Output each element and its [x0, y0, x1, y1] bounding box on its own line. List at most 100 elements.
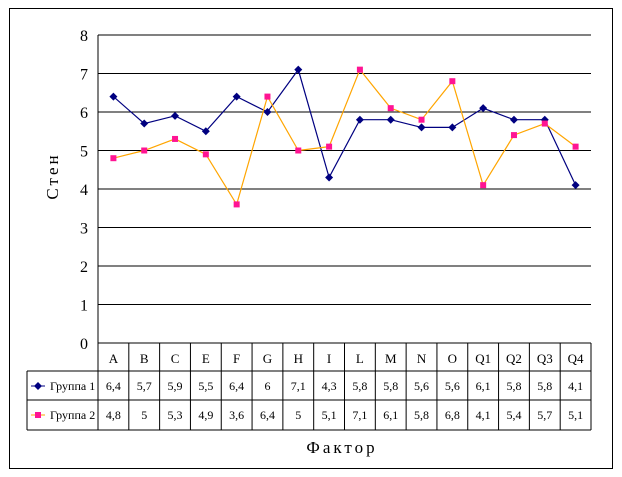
y-tick-label: 7: [80, 67, 88, 84]
table-cell-value: 6: [264, 379, 270, 393]
table-cell-value: 5,7: [137, 379, 152, 393]
series-line: [113, 68, 577, 186]
series-line: [113, 68, 576, 206]
table-cell-value: 5,8: [414, 408, 429, 422]
table-cell-value: 6,1: [383, 408, 398, 422]
table-cell-value: 4,8: [106, 408, 121, 422]
gridlines: [97, 34, 591, 344]
legend-series-name: Группа 1: [50, 379, 95, 393]
table-cell-value: 5: [141, 408, 147, 422]
y-axis-ticks: 0 1 2 3 4 5 6 7 8: [80, 28, 88, 353]
legend-series-name: Группа 2: [50, 408, 95, 422]
table-cell-value: 6,4: [229, 379, 244, 393]
data-point: [233, 201, 240, 208]
table-cell-value: 6,1: [476, 379, 491, 393]
category-label: G: [263, 351, 272, 366]
y-tick-label: 8: [80, 28, 88, 45]
data-point: [509, 115, 518, 124]
table-cell-value: 5,8: [352, 379, 367, 393]
data-point: [172, 135, 179, 142]
table-cell-value: 5,4: [506, 408, 521, 422]
table-cell-value: 4,1: [476, 408, 491, 422]
table-cell-value: 5,3: [168, 408, 183, 422]
category-label: Q2: [506, 351, 522, 366]
data-point: [448, 123, 457, 132]
legend-key-marker: [34, 382, 42, 390]
table-cell-value: 7,1: [291, 379, 306, 393]
table-cell-value: 5,6: [445, 379, 460, 393]
data-point: [141, 147, 148, 154]
category-label: O: [448, 351, 457, 366]
table-cell-value: 7,1: [352, 408, 367, 422]
data-point: [386, 115, 395, 124]
category-label: Q1: [475, 351, 491, 366]
y-tick-label: 6: [80, 105, 88, 122]
table-cell-value: 5,8: [383, 379, 398, 393]
data-table: A B C E F G H I L M N O Q1 Q2 Q3 Q4 Группа 1 6,4 5,7 5,9 5,5…: [26, 343, 592, 431]
y-tick-label: 0: [80, 336, 88, 353]
data-point: [109, 92, 118, 101]
category-label: B: [140, 351, 149, 366]
x-axis-title: Фактор: [306, 438, 377, 457]
data-point: [387, 105, 394, 112]
data-point: [171, 111, 180, 120]
y-tick-label: 1: [80, 298, 88, 315]
table-cell-value: 5,7: [537, 408, 552, 422]
series-lines: [113, 68, 577, 206]
data-point: [572, 143, 579, 150]
table-cell-value: 5,6: [414, 379, 429, 393]
series-markers: [109, 65, 580, 208]
table-cell-value: 5,9: [168, 379, 183, 393]
table-cell-value: 5,1: [568, 408, 583, 422]
table-cell-value: 4,3: [322, 379, 337, 393]
data-point: [325, 173, 334, 182]
y-tick-label: 4: [80, 182, 88, 199]
legend-key-marker: [35, 412, 41, 418]
category-label: F: [233, 351, 240, 366]
category-label: L: [356, 351, 364, 366]
table-cell-value: 3,6: [229, 408, 244, 422]
y-tick-label: 3: [80, 221, 88, 238]
data-point: [355, 115, 364, 124]
data-point: [417, 123, 426, 132]
category-label: E: [202, 351, 210, 366]
data-point: [541, 120, 548, 127]
category-label: M: [385, 351, 397, 366]
y-tick-label: 2: [80, 259, 88, 276]
category-label: Q4: [568, 351, 584, 366]
y-axis-title: Стен: [43, 152, 62, 199]
data-point: [356, 66, 363, 73]
data-point: [294, 65, 303, 74]
table-cell-value: 4,9: [198, 408, 213, 422]
data-point: [449, 78, 456, 85]
data-point: [480, 182, 487, 189]
data-point: [202, 151, 209, 158]
chart-frame: [9, 8, 613, 469]
data-point: [201, 127, 210, 136]
table-cell-value: 5,8: [506, 379, 521, 393]
category-label: A: [109, 351, 119, 366]
category-label: N: [417, 351, 427, 366]
category-label: C: [171, 351, 180, 366]
table-cell-value: 6,8: [445, 408, 460, 422]
table-cell-value: 5,1: [322, 408, 337, 422]
table-cell-value: 6,4: [106, 379, 121, 393]
category-label: I: [327, 351, 331, 366]
table-cell-value: 5: [295, 408, 301, 422]
data-point: [232, 92, 241, 101]
table-cell-value: 6,4: [260, 408, 275, 422]
data-point: [326, 143, 333, 150]
table-cell-value: 5,8: [537, 379, 552, 393]
data-point: [140, 119, 149, 128]
data-point: [110, 155, 117, 162]
table-cell-value: 5,5: [198, 379, 213, 393]
table-cell-value: 4,1: [568, 379, 583, 393]
data-point: [295, 147, 302, 154]
y-tick-label: 5: [80, 144, 88, 161]
data-point: [263, 108, 272, 116]
data-point: [510, 132, 517, 139]
category-label: Q3: [537, 351, 553, 366]
data-point: [479, 104, 488, 113]
data-point: [571, 181, 580, 190]
